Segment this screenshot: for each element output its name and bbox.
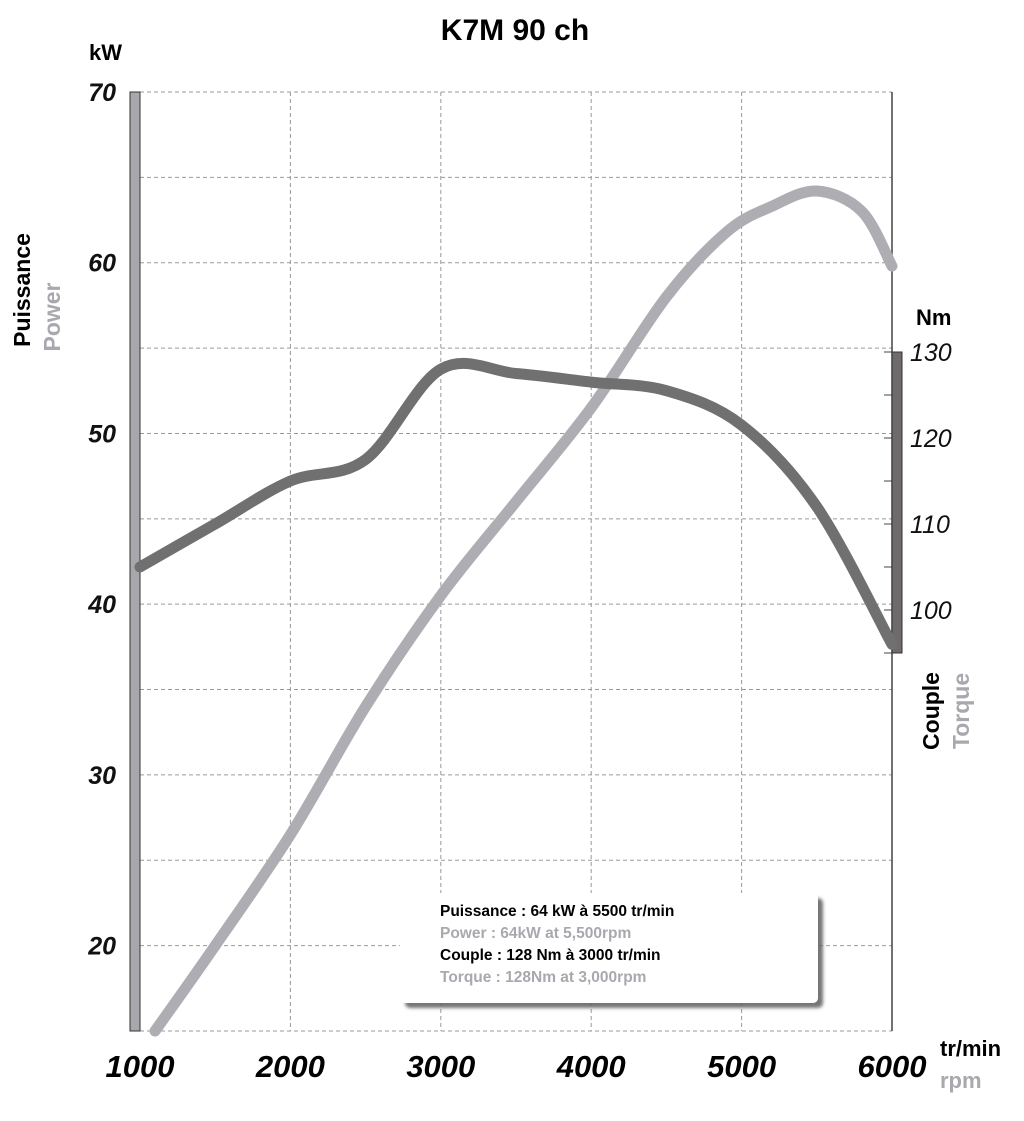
right-axis-label-secondary: Torque xyxy=(948,673,974,749)
left-axis-label-primary: Puissance xyxy=(9,233,35,347)
left-axis-tick-label: 60 xyxy=(88,250,116,278)
x-axis-ticks: 1000 2000 3000 4000 5000 6000 xyxy=(106,1049,927,1084)
right-axis-tick-label: 120 xyxy=(910,425,952,453)
x-axis-label-secondary: rpm xyxy=(940,1068,982,1093)
chart-title: K7M 90 ch xyxy=(441,14,589,47)
torque-curve xyxy=(134,357,898,650)
legend-box: Puissance : 64 kW à 5500 tr/min Power : … xyxy=(400,893,818,1003)
right-axis-unit: Nm xyxy=(916,305,951,330)
left-axis-bar xyxy=(129,91,141,1032)
right-axis-tick-label: 110 xyxy=(910,511,950,539)
left-axis-ticks: 20 30 40 50 60 70 xyxy=(87,79,116,961)
left-axis-tick-label: 30 xyxy=(88,762,116,790)
left-axis-tick-label: 20 xyxy=(87,933,116,961)
left-axis-tick-label: 40 xyxy=(87,591,116,619)
right-axis-tick-label: 130 xyxy=(910,339,952,367)
right-axis-tick-label: 100 xyxy=(910,597,952,625)
left-axis-unit: kW xyxy=(89,40,122,65)
left-axis-tick-label: 50 xyxy=(88,420,116,448)
legend-background xyxy=(400,893,818,1003)
right-axis-ticks: 100 110 120 130 xyxy=(910,339,952,625)
power-curve xyxy=(149,185,898,1037)
left-axis-label-secondary: Power xyxy=(39,282,65,351)
legend-line-power-en: Power : 64kW at 5,500rpm xyxy=(440,925,631,942)
legend-line-power-fr: Puissance : 64 kW à 5500 tr/min xyxy=(440,903,674,920)
x-axis-tick-label: 2000 xyxy=(255,1049,325,1084)
series-layer xyxy=(134,185,898,1037)
x-axis-tick-label: 3000 xyxy=(406,1049,475,1084)
right-axis-label-primary: Couple xyxy=(918,672,944,750)
x-axis-tick-label: 1000 xyxy=(106,1049,175,1084)
legend-line-torque-en: Torque : 128Nm at 3,000rpm xyxy=(440,969,646,986)
x-axis-tick-label: 6000 xyxy=(858,1049,927,1084)
x-axis-tick-label: 5000 xyxy=(707,1049,776,1084)
x-axis-label-primary: tr/min xyxy=(940,1036,1001,1061)
legend-line-torque-fr: Couple : 128 Nm à 3000 tr/min xyxy=(440,947,661,964)
left-axis-tick-label: 70 xyxy=(88,79,116,107)
x-axis-tick-label: 4000 xyxy=(556,1049,626,1084)
right-axis-bar xyxy=(891,351,903,654)
